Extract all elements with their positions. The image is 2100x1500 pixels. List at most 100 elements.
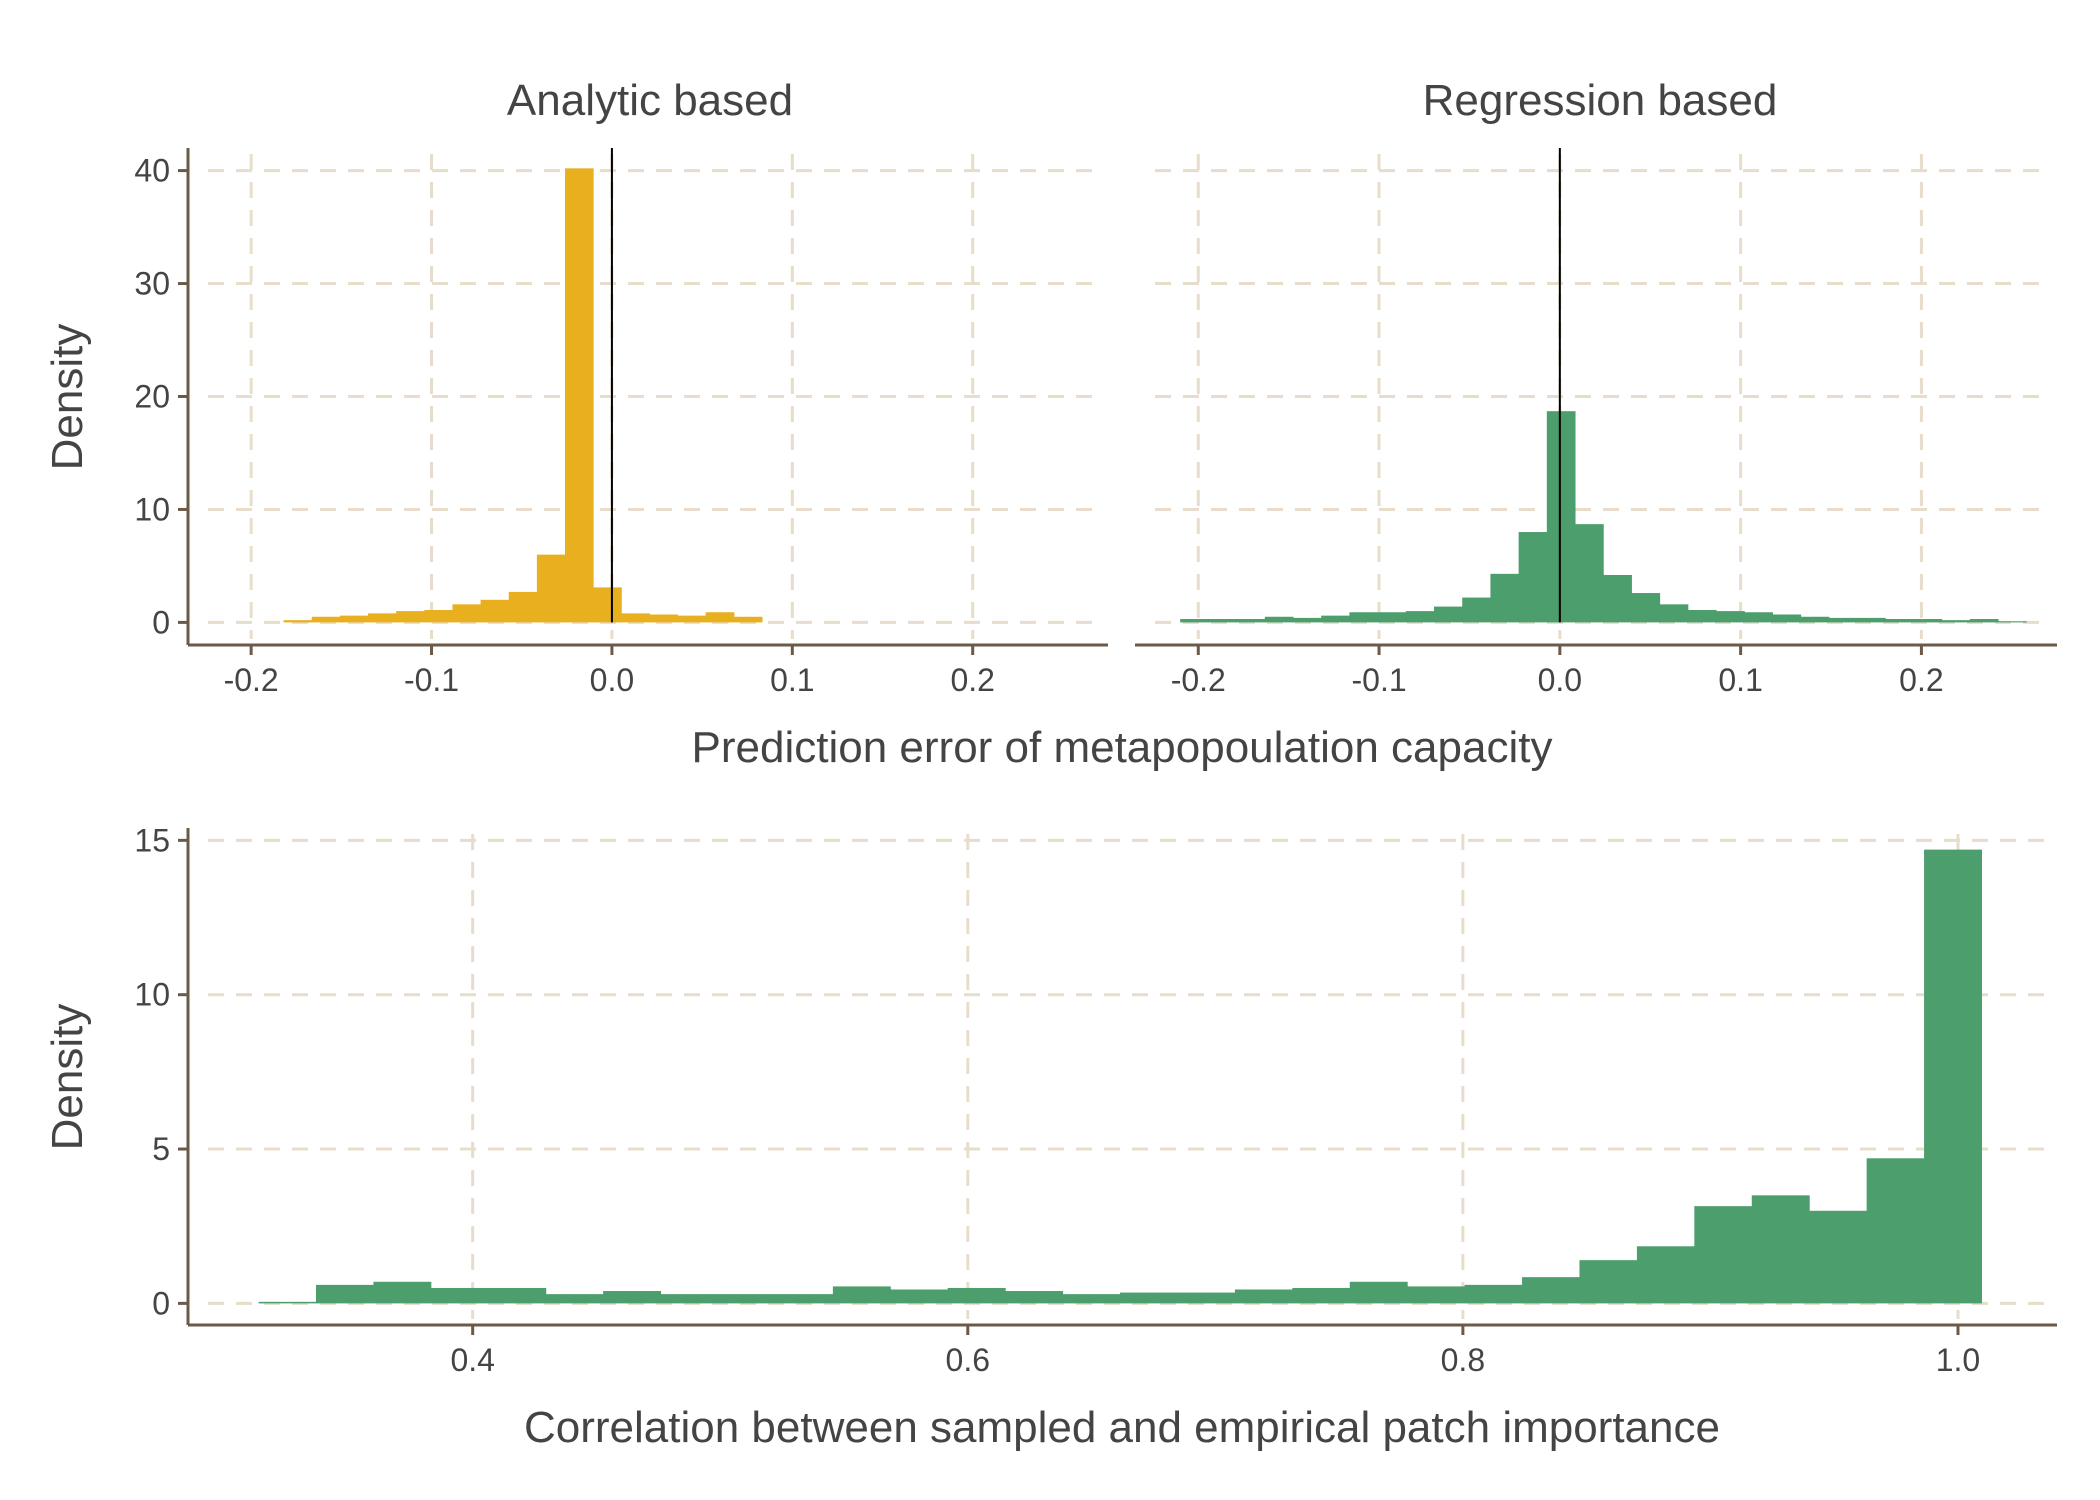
bar-correlation-4	[488, 1287, 547, 1304]
bar-analytic-10	[565, 168, 594, 623]
x-tick-label: 0.4	[450, 1342, 494, 1378]
x-axis-title-bottom: Correlation between sampled and empirica…	[524, 1403, 1720, 1452]
bar-correlation-11	[890, 1289, 949, 1304]
bar-correlation-10	[832, 1286, 891, 1304]
bar-correlation-26	[1751, 1195, 1810, 1304]
x-tick-label: 0.2	[950, 662, 994, 698]
panel-regression: Regression based -0.2 -0.1 0.0 0.1 0.2	[1135, 76, 2057, 698]
bar-analytic-16	[733, 616, 763, 623]
bar-regression-4	[1293, 617, 1322, 623]
bar-correlation-13	[1005, 1291, 1064, 1304]
bar-correlation-6	[603, 1291, 662, 1304]
bar-correlation-3	[430, 1287, 489, 1304]
y-tick-label: 30	[134, 266, 170, 302]
bar-correlation-12	[947, 1287, 1006, 1304]
y-tick-label: 40	[134, 153, 170, 189]
bar-correlation-7	[660, 1294, 719, 1304]
x-tick-label: 0.1	[770, 662, 814, 698]
panel-analytic: Analytic based -0.2 -0.1 0.0 0.1 0.2 0 10 20 30 4…	[134, 76, 1108, 698]
x-tick-label: 0.6	[946, 1342, 990, 1378]
y-tick-label: 10	[134, 977, 170, 1013]
bar-regression-12	[1518, 532, 1548, 623]
x-tick-label: 0.0	[590, 662, 634, 698]
x-tick-label: -0.2	[224, 662, 279, 698]
bar-correlation-0	[258, 1301, 317, 1304]
y-tick-label: 20	[134, 379, 170, 415]
bar-regression-22	[1800, 616, 1830, 623]
bar-correlation-28	[1866, 1158, 1925, 1304]
bar-analytic-15	[705, 612, 735, 623]
bar-correlation-21	[1464, 1284, 1523, 1304]
x-tick-label: 1.0	[1936, 1342, 1980, 1378]
bar-analytic-14	[677, 615, 707, 623]
bar-correlation-14	[1062, 1294, 1121, 1304]
bar-correlation-1	[315, 1284, 374, 1304]
y-tick-label: 15	[134, 822, 170, 858]
bar-correlation-2	[373, 1281, 432, 1304]
x-tick-label: 0.2	[1899, 662, 1943, 698]
bar-analytic-0	[283, 620, 313, 623]
bar-correlation-29	[1924, 849, 1982, 1304]
y-tick-label: 0	[152, 1285, 170, 1321]
bar-correlation-9	[775, 1294, 834, 1304]
x-tick-label: -0.1	[404, 662, 459, 698]
bar-regression-14	[1575, 524, 1604, 623]
bar-regression-23	[1828, 617, 1858, 623]
bar-regression-16	[1631, 593, 1661, 623]
bar-analytic-5	[424, 609, 453, 623]
y-axis-title-top: Density	[43, 324, 92, 471]
bar-regression-24	[1857, 617, 1886, 623]
bar-regression-29	[1998, 621, 2027, 623]
bar-regression-10	[1462, 597, 1491, 623]
bar-analytic-8	[508, 591, 538, 623]
x-tick-label: -0.2	[1171, 662, 1226, 698]
panel-correlation: 0.4 0.6 0.8 1.0 0 5 10 15	[134, 822, 2057, 1378]
facet-title-regression: Regression based	[1423, 76, 1778, 125]
bar-regression-6	[1349, 612, 1379, 623]
bar-analytic-4	[396, 611, 425, 623]
y-tick-label: 10	[134, 491, 170, 527]
bar-analytic-12	[621, 613, 650, 623]
bar-correlation-27	[1809, 1210, 1868, 1304]
bar-analytic-2	[339, 615, 369, 623]
bar-regression-18	[1687, 609, 1717, 623]
bar-correlation-5	[545, 1294, 604, 1304]
bar-regression-21	[1772, 614, 1802, 623]
bar-correlation-19	[1349, 1281, 1408, 1304]
bar-regression-2	[1236, 619, 1266, 623]
y-axis-title-bottom: Density	[43, 1004, 92, 1151]
bar-regression-20	[1744, 612, 1773, 623]
bar-correlation-22	[1522, 1277, 1580, 1304]
bar-regression-19	[1716, 611, 1745, 623]
bar-analytic-11	[593, 587, 622, 623]
bar-regression-9	[1434, 606, 1463, 623]
bar-analytic-6	[452, 604, 482, 623]
bar-analytic-13	[649, 614, 679, 623]
bar-correlation-20	[1407, 1286, 1466, 1304]
bar-analytic-9	[536, 554, 566, 623]
bar-correlation-16	[1177, 1292, 1236, 1304]
bar-analytic-7	[480, 599, 510, 623]
bar-correlation-15	[1120, 1292, 1178, 1304]
bar-regression-17	[1659, 604, 1689, 623]
bar-regression-0	[1180, 619, 1209, 623]
x-tick-label: 0.0	[1538, 662, 1582, 698]
bar-regression-1	[1208, 619, 1238, 623]
y-tick-label: 0	[152, 604, 170, 640]
bar-correlation-25	[1694, 1206, 1753, 1304]
bar-correlation-23	[1579, 1260, 1638, 1304]
bar-regression-25	[1885, 619, 1914, 623]
bar-correlation-8	[718, 1294, 776, 1304]
bar-correlation-17	[1234, 1289, 1293, 1304]
x-tick-label: 0.1	[1718, 662, 1762, 698]
bar-regression-3	[1264, 616, 1294, 623]
bar-regression-13	[1546, 411, 1576, 623]
bar-correlation-18	[1292, 1287, 1351, 1304]
bar-regression-5	[1321, 615, 1350, 623]
x-tick-label: 0.8	[1441, 1342, 1485, 1378]
bar-regression-26	[1913, 619, 1943, 623]
bar-analytic-1	[311, 616, 341, 623]
bar-analytic-3	[368, 613, 397, 623]
bar-regression-15	[1603, 574, 1632, 623]
